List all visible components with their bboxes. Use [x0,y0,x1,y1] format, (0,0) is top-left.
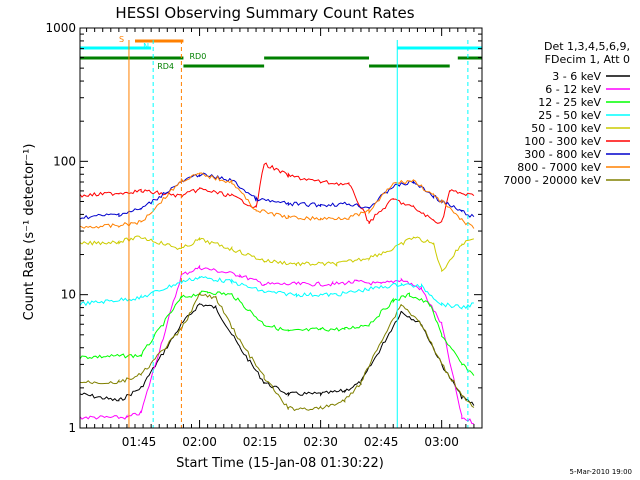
flag-label-n: N [143,42,149,51]
series-line-4 [79,275,474,310]
x-tick-label-4: 02:30 [303,435,338,449]
flag-label-s: S [119,35,124,44]
series-line-7 [79,172,475,220]
series-line-5 [79,235,475,273]
vlines-layer [79,40,469,428]
series-line-3 [79,290,475,376]
y-tick-label-1: 1 [68,421,76,435]
series-line-8 [79,172,475,229]
x-tick-label-6: 03:00 [424,435,459,449]
legend-label-1: 3 - 6 keV [552,70,601,83]
x-tick-label-1: 01:45 [122,435,157,449]
legend-label-5: 50 - 100 keV [531,122,601,135]
flags-layer: S N RD0 RD4 [80,35,482,71]
legend-label-3: 12 - 25 keV [538,96,601,109]
y-tick-label-4: 1000 [45,21,76,35]
x-tick-label-2: 02:00 [182,435,217,449]
y-axis-label: Count Rate (s⁻¹ detector⁻¹) [22,144,37,321]
x-axis-label: Start Time (15-Jan-08 01:30:22) [176,456,384,471]
legend: Det 1,3,4,5,6,9,FDecim 1, Att 0 3 - 6 keV… [503,40,630,187]
plot-frame [79,27,483,429]
x-tick-label-3: 02:15 [243,435,278,449]
legend-header-2: FDecim 1, Att 0 [545,53,630,66]
series-line-9 [79,292,475,412]
legend-label-9: 7000 - 20000 keV [503,174,601,187]
series-line-6 [79,162,475,225]
y-tick-label-2: 10 [61,288,76,302]
timestamp: 5-Mar-2010 19:00 [570,468,632,476]
series-layer [79,162,475,425]
legend-header-1: Det 1,3,4,5,6,9, [544,40,630,53]
series-line-1 [79,302,475,406]
legend-label-8: 800 - 7000 keV [517,161,601,174]
series-line-2 [79,264,474,425]
chart-title: HESSI Observing Summary Count Rates [115,4,414,22]
ticks-layer: 1 10 100 1000 01:45 02:00 02:15 02:30 02:45 03:00 [45,21,483,449]
legend-label-4: 25 - 50 keV [538,109,601,122]
legend-label-7: 300 - 800 keV [524,148,601,161]
legend-label-6: 100 - 300 keV [524,135,601,148]
y-tick-label-3: 100 [53,154,76,168]
x-tick-label-5: 02:45 [364,435,399,449]
legend-label-2: 6 - 12 keV [545,83,601,96]
flag-label-rd0: RD0 [189,52,206,61]
flag-label-rd4: RD4 [157,62,174,71]
